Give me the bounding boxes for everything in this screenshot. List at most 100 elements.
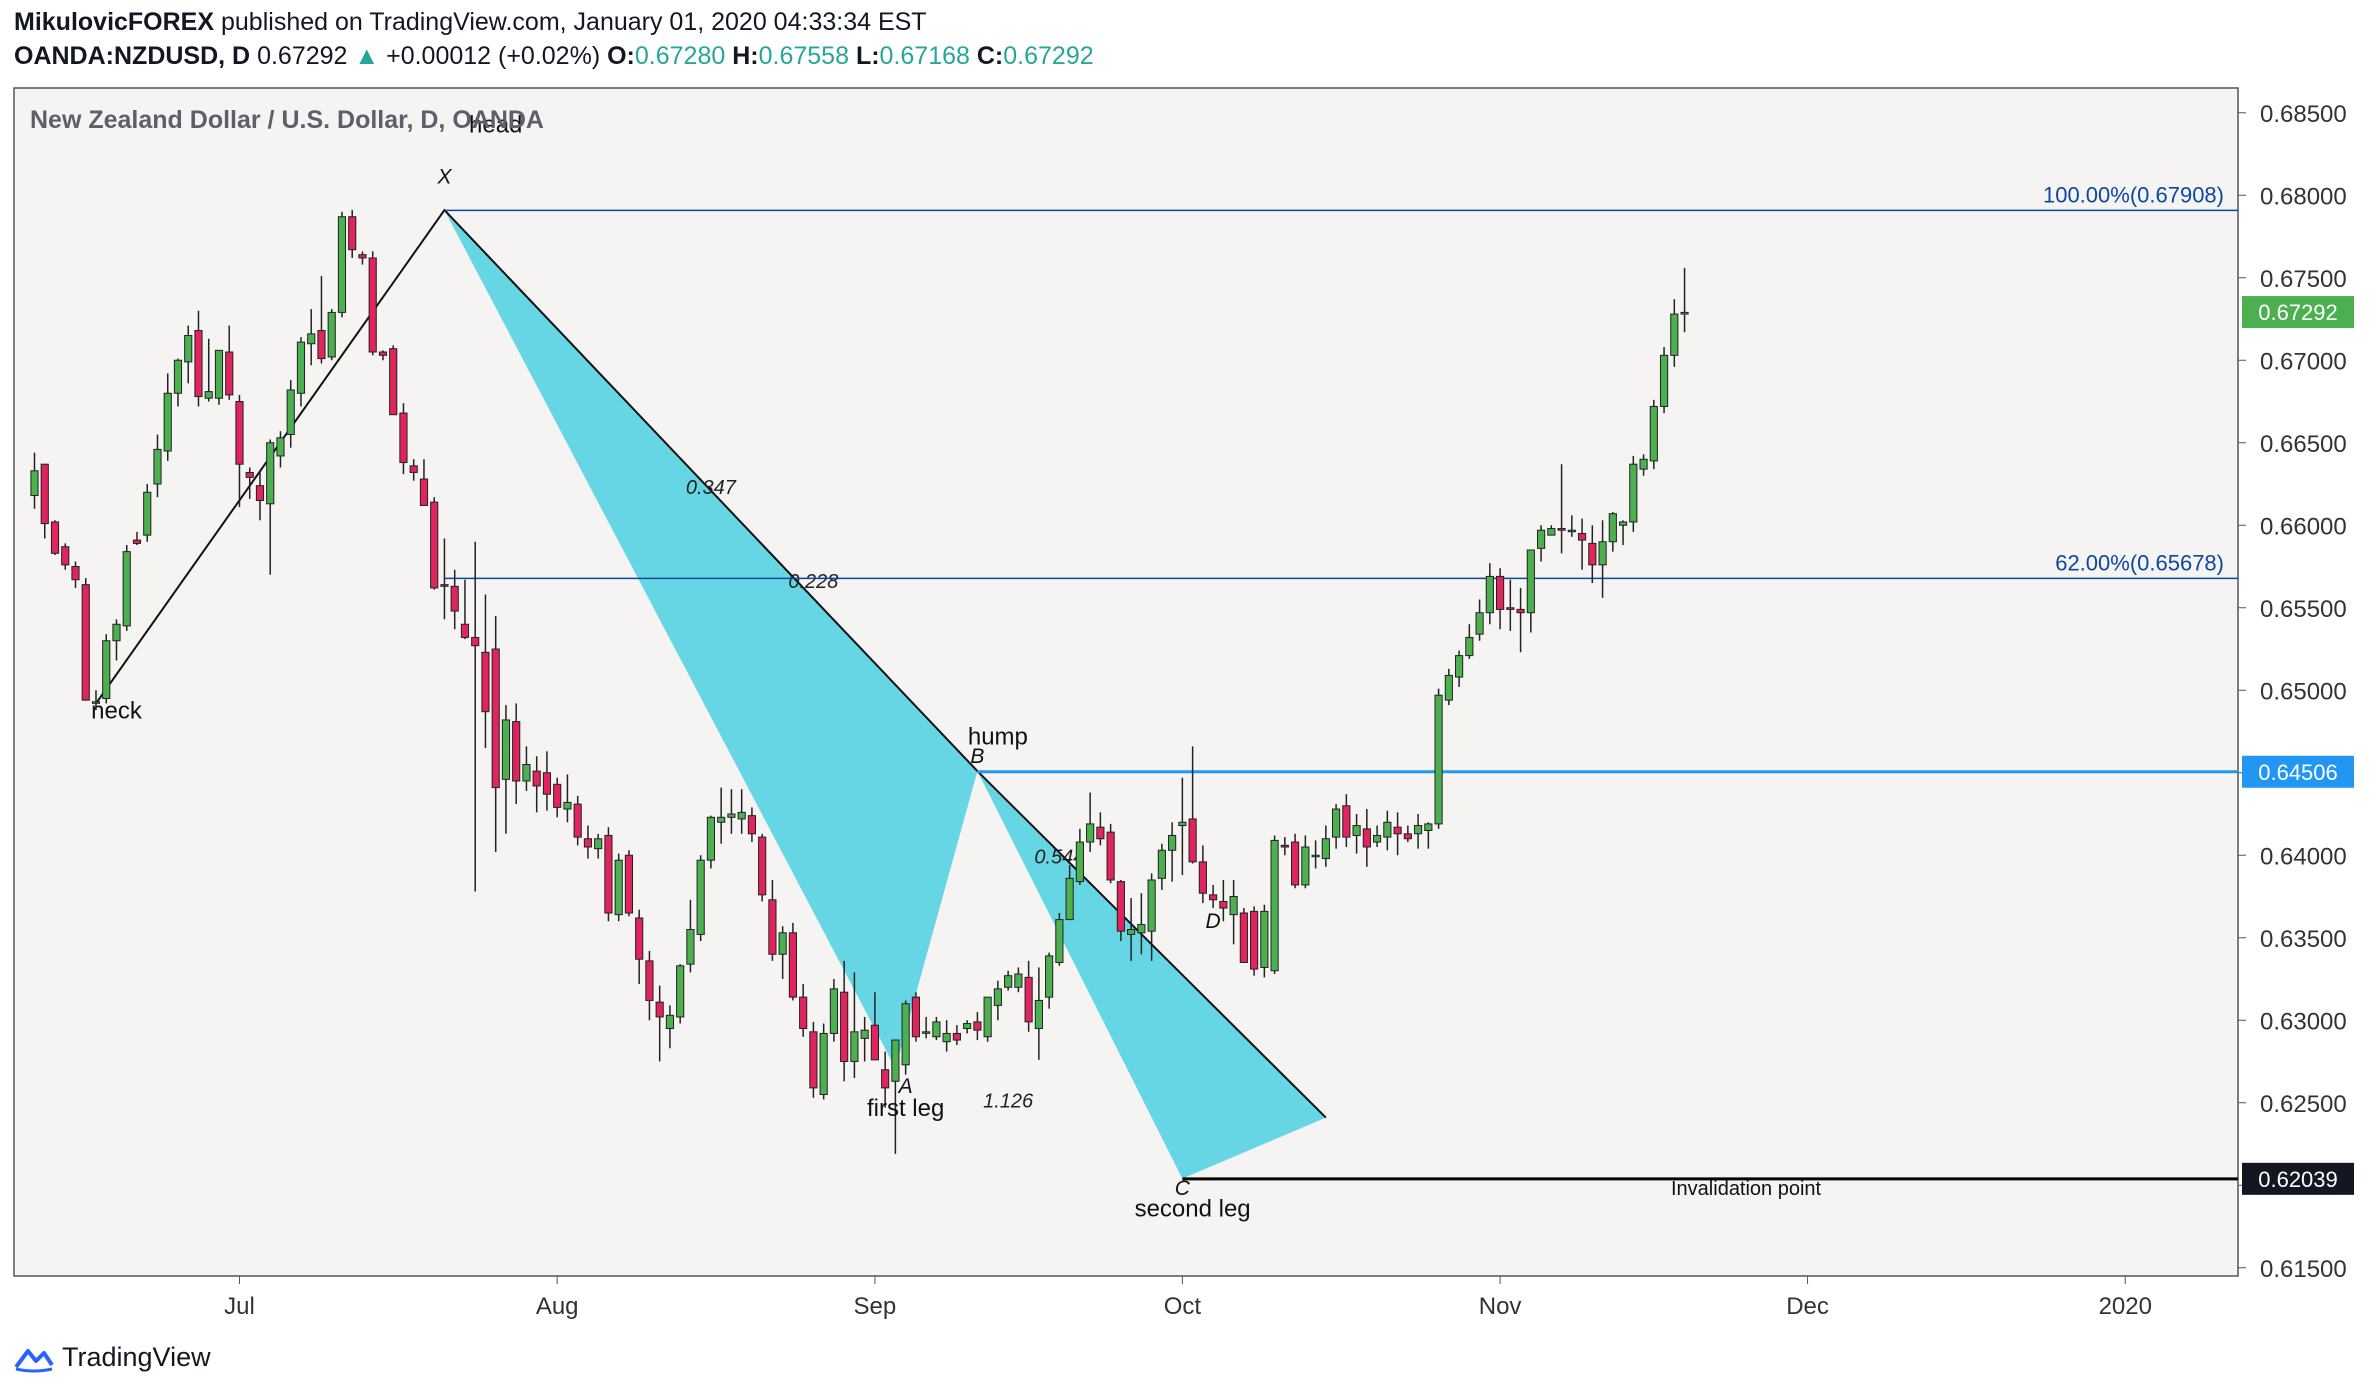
footer-brand[interactable]: TradingView (14, 1342, 211, 1373)
y-tick-label: 0.66500 (2260, 431, 2347, 458)
candle-body (143, 491, 152, 536)
candle-body (471, 636, 480, 647)
candle-body (255, 485, 265, 501)
annotation-label: C (1175, 1177, 1191, 1200)
low-label: L: (855, 42, 880, 70)
x-tick-label: Sep (854, 1293, 897, 1320)
annotation-label: A (897, 1075, 913, 1098)
high-label: H: (732, 42, 759, 70)
footer-brand-text: TradingView (62, 1342, 211, 1372)
candle-body (881, 1069, 890, 1089)
price-tags: 0.67292 0.64506 0.62039 (2242, 296, 2354, 1195)
candle-body (829, 988, 838, 1034)
close-label: C: (976, 42, 1004, 70)
candle-body (460, 623, 470, 638)
candle-body (542, 772, 552, 795)
candle-body (194, 330, 203, 398)
candle-body (1659, 354, 1669, 407)
price-tag (2242, 755, 2354, 788)
candle-body (1618, 521, 1628, 526)
candle-body (1239, 912, 1248, 963)
time-axis[interactable]: JulAugSepOctNovDec2020Feb (224, 1276, 2376, 1320)
pattern-triangle-xab (444, 210, 978, 1069)
candle-body (1086, 823, 1095, 843)
x-tick-label: Dec (1786, 1293, 1829, 1320)
y-tick-label: 0.63000 (2260, 1008, 2347, 1035)
price-axis[interactable]: 0.68500 0.68000 0.67500 0.67000 0.66500 0.660… (2238, 101, 2347, 1283)
candle-body (1608, 513, 1617, 543)
annotation-label: X (436, 166, 452, 189)
y-tick-label: 0.63500 (2260, 926, 2347, 953)
candle-body (1260, 910, 1269, 968)
candle-body (1383, 821, 1392, 838)
price-tag-label: 0.67292 (2258, 300, 2338, 325)
annotation-label: D (1206, 910, 1221, 933)
candle-body (788, 932, 797, 998)
candle-body (419, 478, 429, 506)
ohlc-header: OANDA:NZDUSD, D 0.67292 ▲ +0.00012 (+0.0… (14, 42, 1094, 71)
price-tag-label: 0.64506 (2258, 760, 2338, 785)
author-name[interactable]: MikulovicFOREX (14, 8, 215, 36)
candle-body (1506, 607, 1515, 610)
low-value: 0.67168 (879, 42, 970, 70)
plot-area[interactable] (13, 87, 2239, 1277)
candle-body (993, 988, 1002, 1006)
candle-body (1629, 463, 1638, 523)
candle-body (1291, 841, 1300, 886)
candle-body (132, 539, 142, 544)
y-tick-label: 0.61500 (2260, 1256, 2347, 1283)
candle-body (122, 551, 131, 627)
x-tick-label: Oct (1164, 1293, 1202, 1320)
price-chart[interactable]: 0.68500 0.68000 0.67500 0.67000 0.66500 0.660… (0, 0, 2376, 1340)
candle-body (1670, 313, 1679, 356)
price-tag (2242, 296, 2354, 329)
candle-body (1270, 839, 1279, 972)
candle-body (1526, 549, 1535, 614)
horizontal-lines: 100.00%(0.67908) 62.00%(0.65678) (444, 182, 2238, 1181)
candle-body (1403, 833, 1412, 840)
candle-body (1352, 825, 1361, 836)
candle-body (850, 1031, 859, 1063)
y-tick-label: 0.66000 (2260, 513, 2347, 540)
y-tick-label: 0.64000 (2260, 843, 2347, 870)
candle-body (286, 389, 295, 436)
candle-body (358, 254, 367, 259)
candle-body (665, 1014, 675, 1029)
y-tick-label: 0.67500 (2260, 266, 2347, 293)
publish-info: published on TradingView.com, January 01… (221, 8, 927, 36)
candle-body (184, 335, 193, 363)
candle-body (368, 257, 377, 353)
candle-body (1004, 975, 1013, 988)
candle-body (225, 351, 234, 396)
candle-body (583, 838, 593, 848)
candle-body (501, 719, 511, 780)
candle-body (1075, 841, 1084, 883)
candle-body (245, 471, 254, 478)
candle-body (1219, 900, 1228, 909)
candle-body (1188, 818, 1197, 863)
symbol-label[interactable]: OANDA:NZDUSD, D (14, 42, 251, 70)
close-value: 0.67292 (1003, 42, 1094, 70)
candle-body (1434, 694, 1443, 825)
candle-body (768, 899, 777, 955)
chart-title: New Zealand Dollar / U.S. Dollar, D, OAN… (30, 106, 544, 134)
candle-body (1209, 894, 1218, 901)
candle-body (173, 359, 183, 394)
candle-body (1034, 999, 1043, 1030)
candle-body (1157, 849, 1166, 879)
candle-body (491, 648, 500, 789)
price-tag-label: 0.62039 (2258, 1167, 2338, 1192)
y-tick-label: 0.67000 (2260, 348, 2347, 375)
candle-body (532, 770, 541, 787)
candle-body (922, 1031, 931, 1034)
candle-body (1116, 881, 1125, 932)
candle-body (1127, 929, 1136, 935)
candle-body (1321, 838, 1330, 860)
candle-body (1024, 976, 1033, 1023)
x-tick-label: Jul (224, 1293, 255, 1320)
fib-level-label: 100.00%(0.67908) (2043, 182, 2224, 207)
candle-body (481, 651, 490, 713)
candle-body (81, 584, 90, 701)
candle-body (91, 701, 101, 704)
